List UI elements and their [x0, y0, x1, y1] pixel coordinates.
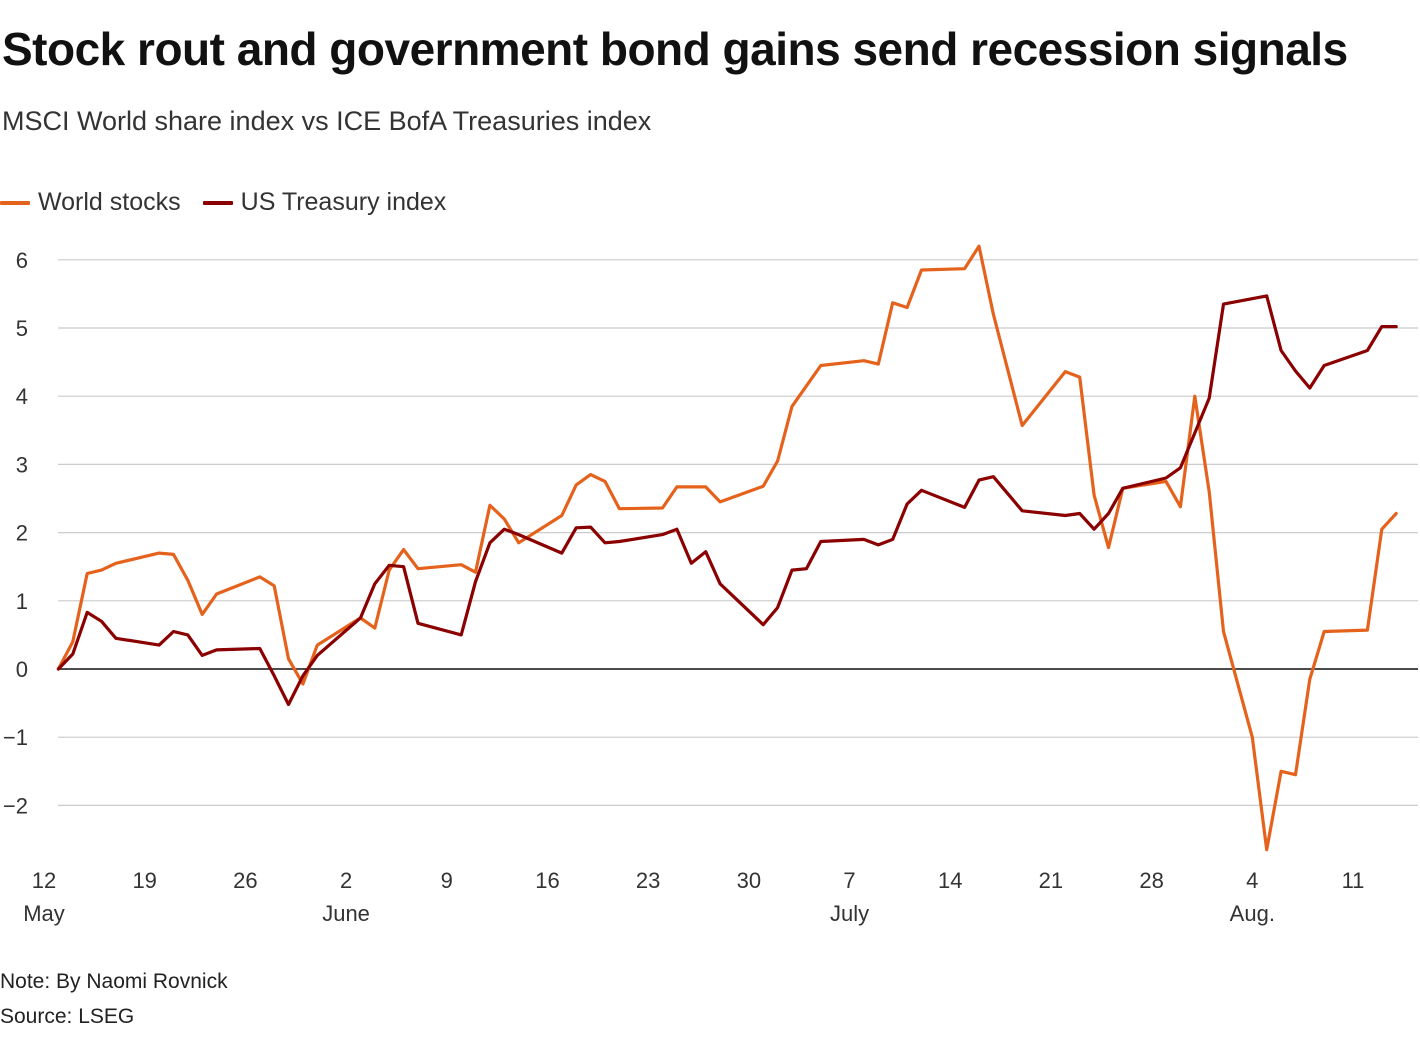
chart-title: Stock rout and government bond gains sen… [2, 23, 1348, 75]
series-lines [56, 244, 1398, 852]
x-tick-label: 19 [132, 868, 156, 893]
y-axis-ticks: 6 5 4 3 2 1 0 −1 −2 [3, 248, 28, 819]
legend-swatch-us-treasury [202, 200, 233, 205]
x-axis-ticks: 12 May 19 26 2 June 9 16 23 30 7 July 14 21 28 4 Aug. 11 [23, 868, 1364, 926]
y-tick-label: 0 [16, 657, 28, 682]
y-tick-label: −1 [3, 725, 28, 750]
x-tick-label: 9 [441, 868, 453, 893]
x-tick-label: 12 [32, 868, 56, 893]
x-tick-label: 30 [737, 868, 761, 893]
x-tick-label: 21 [1039, 868, 1063, 893]
x-tick-label: 14 [938, 868, 962, 893]
x-tick-label: 26 [233, 868, 257, 893]
x-month-label: June [322, 901, 370, 926]
x-tick-label: 4 [1246, 868, 1258, 893]
y-tick-label: 4 [16, 384, 28, 409]
series-line-us-treasury [56, 294, 1398, 707]
legend-label-us-treasury: US Treasury index [240, 188, 447, 216]
x-tick-label: 11 [1342, 868, 1365, 893]
chart-source: Source: LSEG [0, 1005, 135, 1028]
x-tick-label: 23 [636, 868, 660, 893]
legend: World stocks US Treasury index [0, 188, 468, 217]
x-month-label: Aug. [1230, 901, 1275, 926]
x-tick-label: 16 [535, 868, 559, 893]
y-tick-label: 3 [16, 452, 28, 477]
legend-label-world-stocks: World stocks [38, 188, 181, 216]
y-tick-label: 6 [16, 248, 28, 273]
y-tick-label: 5 [16, 316, 28, 341]
x-tick-label: 2 [340, 868, 352, 893]
chart-subtitle: MSCI World share index vs ICE BofA Treas… [2, 106, 652, 136]
y-tick-label: 1 [16, 589, 28, 614]
x-tick-label: 28 [1139, 868, 1163, 893]
y-tick-label: −2 [3, 793, 28, 818]
y-tick-label: 2 [16, 521, 28, 546]
legend-swatch-world-stocks [0, 200, 30, 205]
legend-item-us-treasury: US Treasury index [202, 188, 447, 217]
x-month-label: July [830, 901, 869, 926]
x-tick-label: 7 [843, 868, 855, 893]
chart-note: Note: By Naomi Rovnick [0, 970, 228, 993]
series-line-world-stocks [56, 244, 1398, 852]
x-month-label: May [23, 901, 65, 926]
legend-item-world-stocks: World stocks [0, 188, 181, 217]
